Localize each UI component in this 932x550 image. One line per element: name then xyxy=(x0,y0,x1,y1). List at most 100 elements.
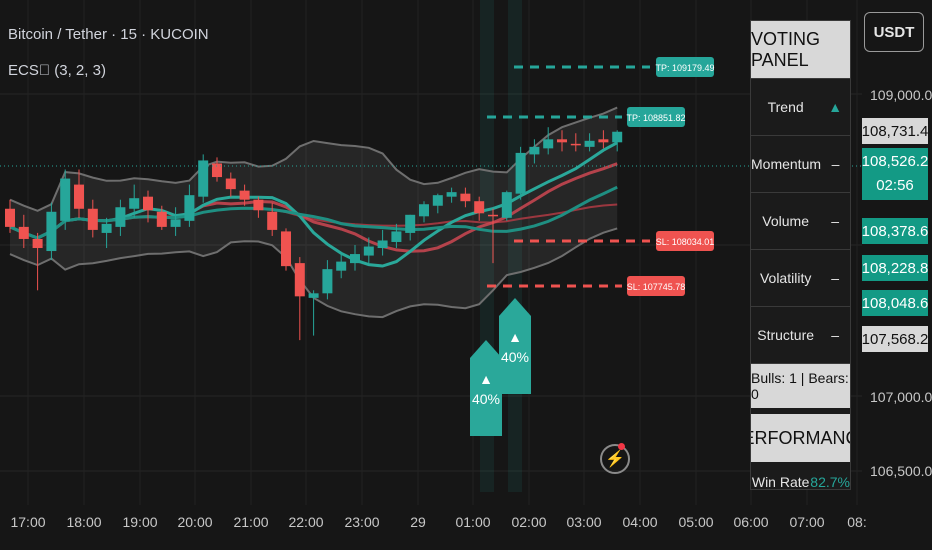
tp-level-label: TP: 108851.82 xyxy=(626,113,685,123)
candle-body xyxy=(474,201,485,214)
voting-panel: VOTING PANEL Trend ▲ Momentum – Volume –… xyxy=(750,20,851,490)
time-label: 01:00 xyxy=(455,514,491,530)
vote-row-momentum: Momentum – xyxy=(751,136,850,193)
bar-countdown: 02:56 xyxy=(876,177,914,194)
price-tag-ma: 108,048.6 xyxy=(862,290,928,316)
signal-percentage: 40% xyxy=(472,391,500,407)
candle-body xyxy=(198,160,209,197)
vote-value: ▲ xyxy=(828,99,843,115)
price-tag-tp: 108,731.4 xyxy=(862,118,928,144)
currency-button[interactable]: USDT xyxy=(864,12,924,52)
notification-dot xyxy=(618,443,625,450)
price-label: 106,500.0 xyxy=(870,463,932,479)
candle-body xyxy=(377,240,388,249)
candle-body xyxy=(446,192,457,197)
candle-body xyxy=(543,139,554,149)
indicator-legend[interactable]: ECS⃝ (3, 2, 3) xyxy=(8,62,106,79)
candle-body xyxy=(115,207,126,227)
candles[interactable] xyxy=(5,127,623,341)
candle-body xyxy=(570,143,581,146)
candle-body xyxy=(363,246,374,256)
time-label: 29 xyxy=(410,514,426,530)
candle-body xyxy=(170,219,181,227)
candle-body xyxy=(308,293,319,298)
time-label: 23:00 xyxy=(344,514,380,530)
candle-body xyxy=(129,198,140,209)
candle-body xyxy=(488,214,498,217)
time-label: 07:00 xyxy=(789,514,825,530)
candle-body xyxy=(350,254,360,264)
vote-row-volatility: Volatility – xyxy=(751,250,850,307)
candle-body xyxy=(267,211,278,230)
win-rate-label: Win Rate xyxy=(751,474,810,490)
vote-label: Volatility xyxy=(759,270,812,286)
lightning-icon[interactable]: ⚡ xyxy=(600,444,630,474)
vote-row-trend: Trend ▲ xyxy=(751,79,850,136)
moving-averages xyxy=(9,141,618,268)
candle-body xyxy=(46,211,57,252)
performance-title: PERFORMANCE xyxy=(751,414,850,462)
candle-body xyxy=(239,190,250,200)
candle-body xyxy=(322,269,333,294)
candle-body xyxy=(60,178,71,221)
time-label: 17:00 xyxy=(10,514,46,530)
price-tag-ma: 108,228.8 xyxy=(862,255,928,281)
candle-body xyxy=(101,223,112,233)
candle-body xyxy=(529,146,540,155)
up-arrow-icon: ▲ xyxy=(479,371,493,387)
tp-sl-levels: TP: 109179.49 TP: 108851.82 SL: 108034.01 S… xyxy=(487,57,715,296)
vote-value: – xyxy=(831,156,840,172)
vote-label: Volume xyxy=(762,213,809,229)
vote-row-volume: Volume – xyxy=(751,193,850,250)
candle-body xyxy=(336,261,347,271)
candle-body xyxy=(184,195,195,221)
buy-signal-marker xyxy=(499,298,531,394)
signal-markers[interactable]: ▲ 40% ▲ 40% xyxy=(470,298,531,436)
candle-body xyxy=(460,193,471,202)
up-arrow-icon: ▲ xyxy=(508,329,522,345)
vote-value: – xyxy=(831,270,840,286)
candle-body xyxy=(253,199,264,211)
voting-panel-title: VOTING PANEL xyxy=(751,21,850,79)
vote-value: – xyxy=(831,213,840,229)
price-tag-ma: 108,378.6 xyxy=(862,218,928,244)
time-label: 22:00 xyxy=(288,514,324,530)
candle-body xyxy=(5,208,15,227)
vote-row-structure: Structure – xyxy=(751,307,850,364)
win-rate-value: 82.7% xyxy=(810,474,850,490)
candle-body xyxy=(32,238,43,249)
vote-label: Momentum xyxy=(751,156,822,172)
tp-level-label-bg xyxy=(656,57,714,77)
time-label: 05:00 xyxy=(678,514,714,530)
candle-body xyxy=(87,208,98,230)
win-rate-row: Win Rate 82.7% xyxy=(751,462,850,490)
time-label: 18:00 xyxy=(66,514,102,530)
candle-body xyxy=(143,196,153,211)
sl-level-label: SL: 108034.01 xyxy=(656,237,715,247)
candle-body xyxy=(419,204,429,217)
candle-body xyxy=(212,163,222,178)
candle-body xyxy=(515,152,526,194)
vote-label: Structure xyxy=(757,327,815,343)
time-label: 21:00 xyxy=(233,514,269,530)
bulls-bears-summary: Bulls: 1 | Bears: 0 xyxy=(751,364,850,414)
time-label: 04:00 xyxy=(622,514,658,530)
sl-level-label: SL: 107745.78 xyxy=(627,282,686,292)
candle-body xyxy=(584,140,595,147)
candle-body xyxy=(432,195,443,206)
time-label: 03:00 xyxy=(566,514,602,530)
sl-level-label-bg xyxy=(627,276,685,296)
sl-level-label-bg xyxy=(656,231,714,251)
time-label: 02:00 xyxy=(511,514,547,530)
time-label: 06:00 xyxy=(733,514,769,530)
price-tag-current: 108,526.2 02:56 xyxy=(862,148,928,200)
price-tag-band: 107,568.2 xyxy=(862,326,928,352)
price-label: 107,000.0 xyxy=(870,389,932,405)
candle-body xyxy=(612,131,623,143)
signal-percentage: 40% xyxy=(501,349,529,365)
vote-value: – xyxy=(831,327,840,343)
candle-body xyxy=(501,192,512,218)
symbol-title[interactable]: Bitcoin / Tether · 15 · KUCOIN xyxy=(8,26,209,43)
candle-body xyxy=(74,184,84,209)
ma-teal-slow xyxy=(9,185,618,240)
